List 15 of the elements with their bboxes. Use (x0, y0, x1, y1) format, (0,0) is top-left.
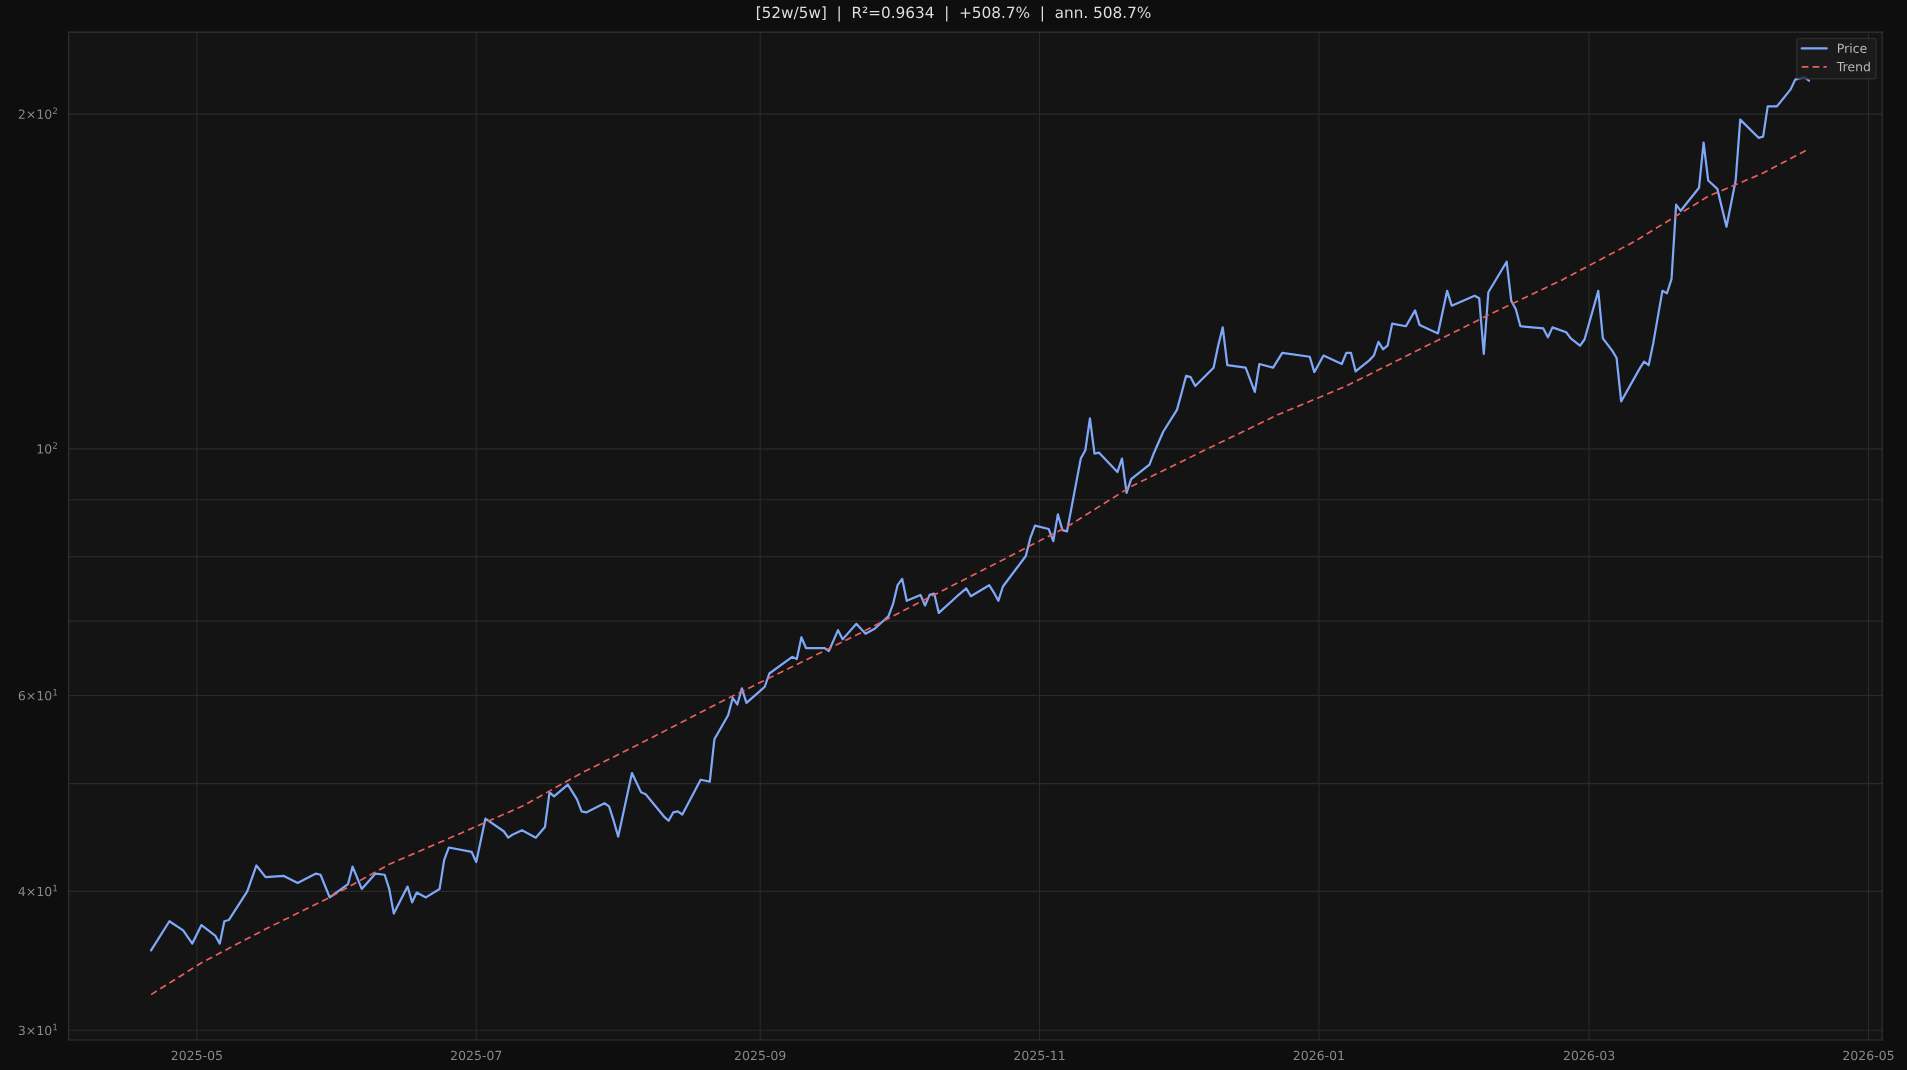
chart-title: [52w/5w] | R²=0.9634 | +508.7% | ann. 508.7% (756, 6, 1151, 22)
x-tick-label: 2026-05 (1843, 1050, 1894, 1061)
x-tick-label: 2026-01 (1293, 1050, 1344, 1061)
legend-label: Trend (1836, 61, 1870, 72)
x-tick-label: 2025-05 (171, 1050, 222, 1061)
y-tick-label: 2×10$^{2}$ (18, 107, 57, 119)
y-tick-label: 6×10$^{1}$ (18, 689, 58, 701)
x-tick-label: 2025-11 (1014, 1050, 1065, 1061)
y-tick-label: 3×10$^{1}$ (18, 1023, 58, 1036)
x-tick-label: 2026-03 (1563, 1050, 1615, 1061)
y-tick-label: 4×10$^{1}$ (18, 884, 58, 897)
x-tick-label: 2025-09 (734, 1050, 786, 1061)
legend-label: Price (1837, 43, 1867, 54)
y-tick-label: 10$^{2}$ (37, 442, 57, 454)
x-tick-label: 2025-07 (451, 1050, 502, 1061)
